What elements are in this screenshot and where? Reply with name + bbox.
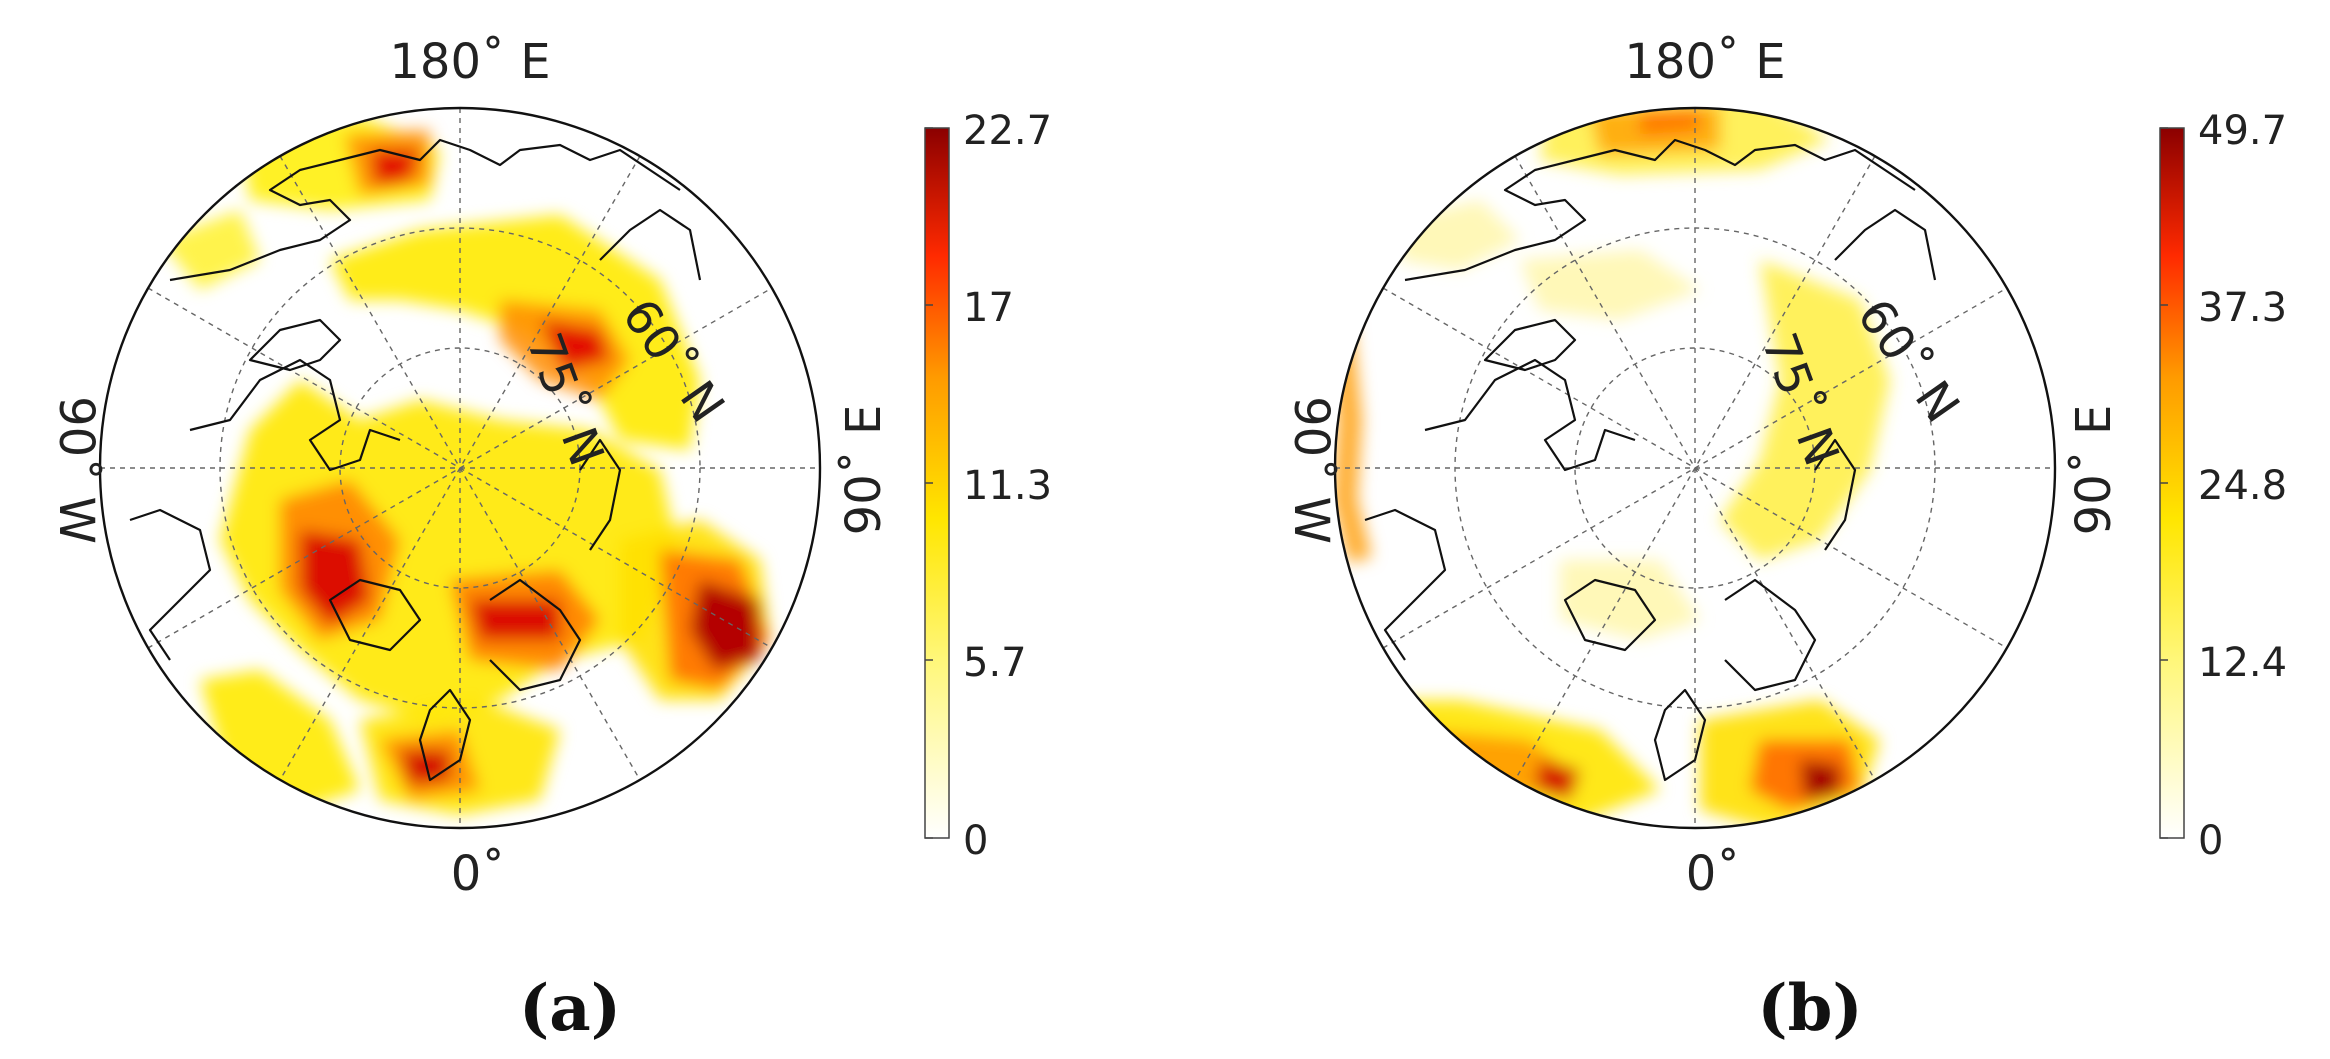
coastlines-a	[129, 138, 702, 782]
label-right-b: 90˚ E	[2066, 405, 2122, 536]
label-top-b: 180˚ E	[1624, 34, 1785, 90]
colorbar-tick: 0	[963, 818, 988, 864]
colorbar-tick: 5.7	[963, 640, 1027, 686]
map-boundary-a	[98, 106, 822, 830]
map-boundary-b	[1333, 106, 2057, 830]
colorbar-tick: 49.7	[2198, 108, 2287, 154]
colorbar-b: 49.7 37.3 24.8 12.4 0	[2159, 108, 2287, 864]
colorbar-tick: 22.7	[963, 108, 1052, 154]
caption-b: (b)	[1757, 971, 1862, 1046]
caption-a: (a)	[519, 971, 621, 1046]
label-bottom-a: 0˚	[451, 846, 506, 902]
graticule-a	[100, 108, 820, 828]
graticule-b	[1335, 108, 2055, 828]
label-top-a: 180˚ E	[389, 34, 550, 90]
label-right-a: 90˚ E	[836, 405, 892, 536]
map-panel-a: 180˚ E 0˚ 90˚ W 90˚ E 75˚ N 60˚ N 22.7 1…	[48, 34, 1052, 1046]
coastlines-b	[1364, 138, 1937, 782]
colorbar-tick: 0	[2198, 818, 2223, 864]
colorbar-tick: 24.8	[2198, 463, 2287, 509]
colorbar-a: 22.7 17 11.3 5.7 0	[924, 108, 1052, 864]
colorbar-tick: 12.4	[2198, 640, 2287, 686]
colorbar-tick: 37.3	[2198, 285, 2287, 331]
map-panel-b: 180˚ E 0˚ 90˚ W 90˚ E 75˚ N 60˚ N 49.7 3…	[1283, 34, 2287, 1046]
label-left-b: 90˚ W	[1283, 396, 1339, 544]
intensity-field-a	[160, 115, 770, 815]
colorbar-tick: 11.3	[963, 463, 1052, 509]
label-left-a: 90˚ W	[48, 396, 104, 544]
colorbar-tick: 17	[963, 285, 1014, 331]
label-bottom-b: 0˚	[1686, 846, 1741, 902]
